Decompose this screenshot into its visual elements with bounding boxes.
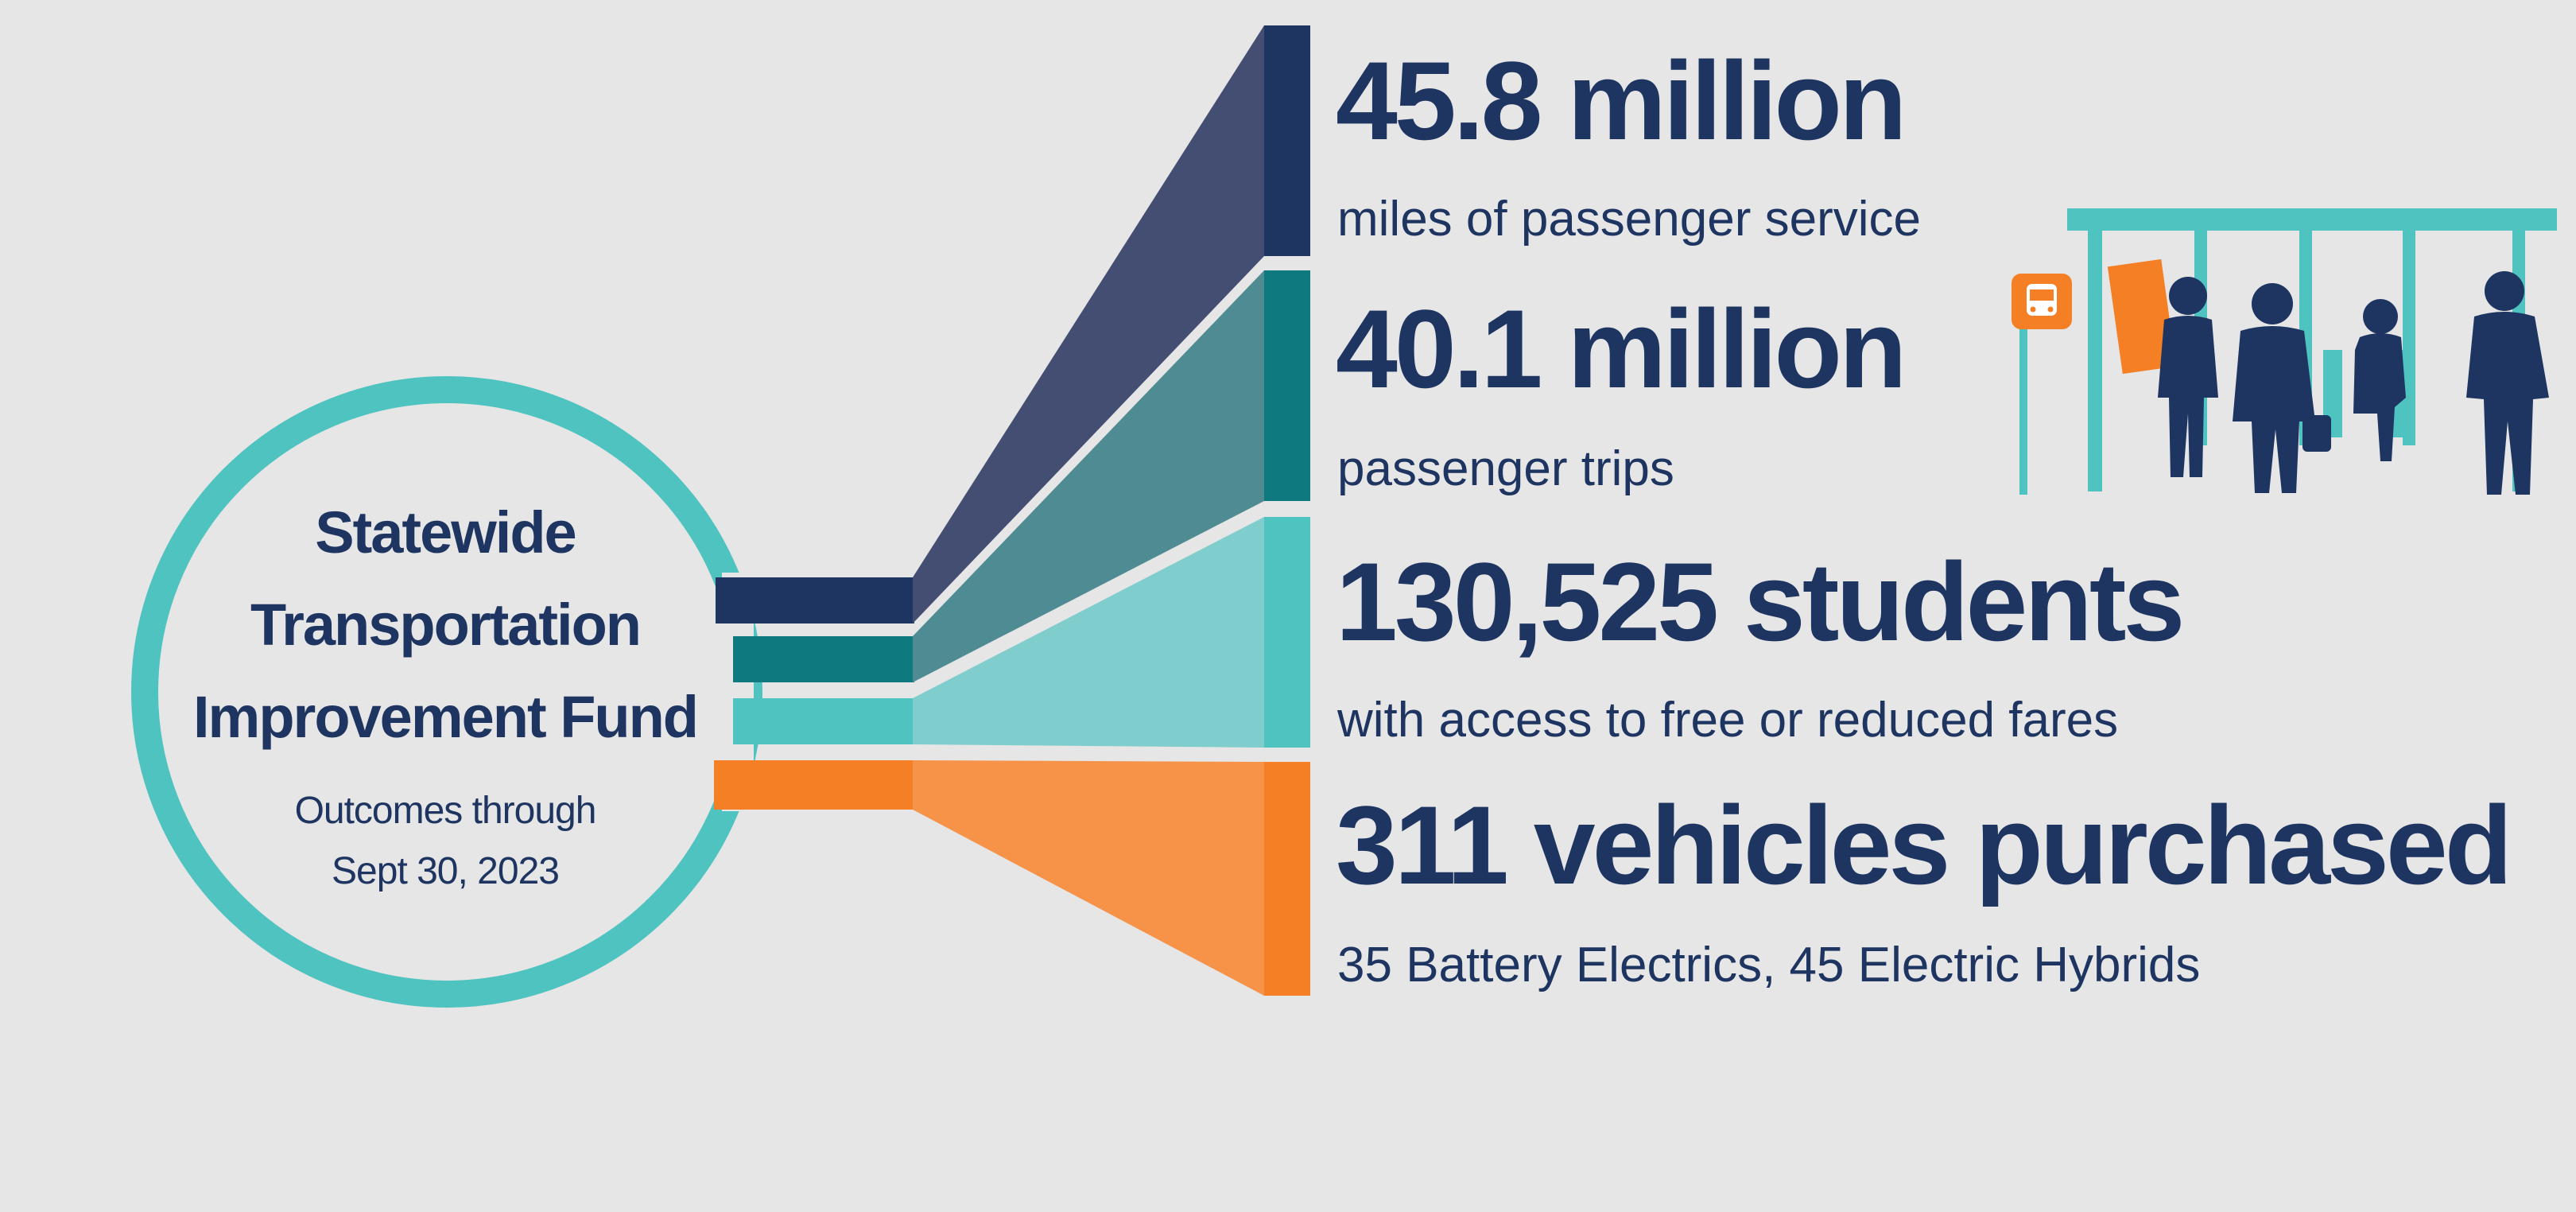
wedge-miles [913, 25, 1264, 623]
stat-value-vehicles: 311 vehicles purchased [1336, 783, 2512, 907]
hub-title-line: Statewide [315, 499, 576, 565]
hub-subtitle: Outcomes through Sept 30, 2023 [159, 781, 731, 902]
wedge-students [913, 517, 1264, 748]
stat-desc-miles: miles of passenger service [1337, 192, 1921, 247]
stat-desc-vehicles: 35 Battery Electrics, 45 Electric Hybrid… [1337, 938, 2201, 993]
stat-desc-trips: passenger trips [1337, 441, 1674, 496]
bus-icon [2012, 274, 2072, 329]
wedge-trips [913, 270, 1264, 682]
bar-miles [1264, 25, 1310, 256]
stub-trips [733, 636, 914, 682]
stat-value-miles: 45.8 million [1336, 38, 1907, 163]
hub-subtitle-line: Outcomes through [294, 790, 597, 832]
stub-miles [716, 577, 914, 623]
hub-title: Statewide Transportation Improvement Fun… [127, 487, 763, 763]
stat-desc-students: with access to free or reduced fares [1337, 693, 2119, 748]
bar-vehicles [1264, 762, 1310, 996]
hub-title-line: Transportation [250, 592, 642, 658]
stat-value-trips: 40.1 million [1336, 286, 1907, 411]
stub-students [733, 698, 914, 744]
bus-stop-people-icon [2012, 208, 2557, 495]
wedge-vehicles [913, 760, 1264, 996]
hub-subtitle-line: Sept 30, 2023 [332, 850, 560, 892]
stat-value-students: 130,525 students [1336, 539, 2185, 664]
stub-vehicles [714, 760, 914, 810]
hub-title-line: Improvement Fund [192, 684, 699, 750]
bar-students [1264, 517, 1310, 748]
bar-trips [1264, 270, 1310, 501]
